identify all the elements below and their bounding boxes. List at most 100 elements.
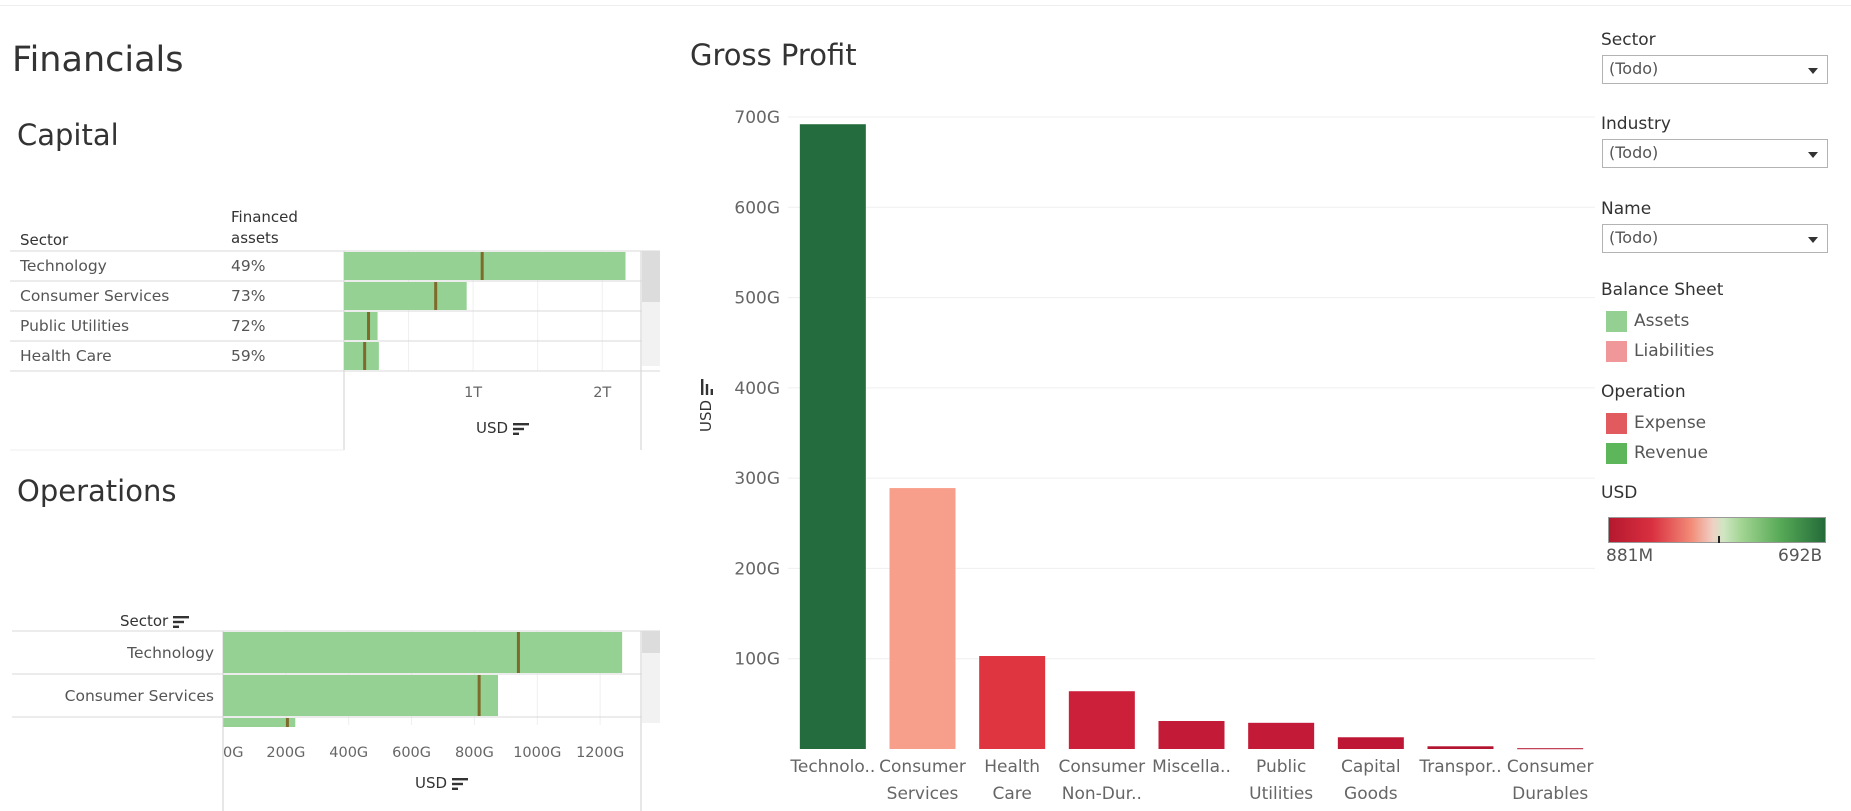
x-category-label[interactable]: Capital [1341, 757, 1401, 777]
operations-axis-title[interactable]: USD [415, 774, 468, 792]
x-category-label[interactable]: Utilities [1249, 784, 1313, 804]
sort-icon[interactable] [451, 777, 468, 790]
x-category-label[interactable]: Health [984, 757, 1040, 777]
assets-legend-label[interactable]: Assets [1634, 311, 1690, 331]
color-scale-marker [1718, 536, 1720, 543]
operations-row-sector[interactable]: Consumer Services [65, 687, 214, 705]
x-category-label[interactable]: Public [1256, 757, 1306, 777]
sort-icon[interactable] [512, 422, 529, 435]
operations-title: Operations [17, 474, 177, 508]
name-filter-dropdown[interactable]: (Todo) [1602, 224, 1828, 253]
filter-label-name: Name [1601, 199, 1652, 219]
capital-bar-chart: Technology 49% Consumer Services 73% Public … [10, 250, 660, 451]
capital-row-sector[interactable]: Public Utilities [20, 317, 129, 335]
dropdown-value: (Todo) [1609, 143, 1659, 162]
y-tick-label: 500G [734, 289, 780, 309]
expense-legend-label[interactable]: Expense [1634, 413, 1707, 433]
liabilities-legend-label[interactable]: Liabilities [1634, 341, 1715, 361]
capital-reference-line[interactable] [363, 342, 367, 370]
x-category-label[interactable]: Non-Dur.. [1062, 784, 1142, 804]
gross-profit-bar[interactable] [979, 656, 1046, 749]
capital-assets-bar[interactable] [344, 252, 626, 280]
balance-sheet-legend-title: Balance Sheet [1601, 280, 1724, 300]
capital-assets-bar[interactable] [344, 342, 379, 370]
capital-col-sector[interactable]: Sector [20, 231, 69, 249]
y-tick-label: 300G [734, 469, 780, 489]
gross-profit-bar[interactable] [1248, 722, 1315, 749]
x-category-label[interactable]: Durables [1512, 784, 1588, 804]
y-tick-label: 600G [734, 198, 780, 218]
chevron-down-icon [1808, 68, 1818, 74]
capital-scrollbar[interactable] [642, 251, 660, 366]
operations-scrollbar-thumb[interactable] [642, 631, 660, 653]
chevron-down-icon [1808, 237, 1818, 243]
capital-title: Capital [17, 118, 119, 152]
capital-row-sector[interactable]: Consumer Services [20, 287, 169, 305]
operations-reference-line[interactable] [285, 718, 289, 727]
gross-profit-bar[interactable] [1517, 748, 1584, 750]
operations-tick-label: 0G [223, 745, 243, 761]
capital-row-financed[interactable]: 72% [231, 317, 265, 335]
capital-reference-line[interactable] [480, 252, 484, 280]
capital-assets-bar[interactable] [344, 312, 378, 340]
dashboard-title: Financials [12, 40, 184, 80]
sort-icon[interactable] [700, 379, 713, 396]
y-tick-label: 200G [734, 559, 780, 579]
gross-profit-title: Gross Profit [690, 38, 857, 72]
x-category-label[interactable]: Consumer [1058, 757, 1145, 777]
assets-legend-swatch[interactable] [1606, 311, 1627, 332]
gross-profit-bar[interactable] [1427, 746, 1494, 749]
capital-reference-line[interactable] [434, 282, 438, 310]
x-category-label[interactable]: Technolo.. [789, 757, 875, 777]
x-category-label[interactable]: Services [887, 784, 959, 804]
gross-profit-bar[interactable] [1337, 737, 1404, 749]
revenue-legend-label[interactable]: Revenue [1634, 443, 1709, 463]
gross-profit-bar[interactable] [1158, 721, 1225, 749]
capital-tick-label: 2T [593, 385, 611, 401]
y-tick-label: 100G [734, 650, 780, 670]
x-category-label[interactable]: Miscella.. [1152, 757, 1231, 777]
operations-tick-label: 400G [329, 745, 368, 761]
capital-row-financed[interactable]: 49% [231, 257, 265, 275]
x-category-label[interactable]: Goods [1344, 784, 1398, 804]
liabilities-legend-swatch[interactable] [1606, 341, 1627, 362]
capital-row-financed[interactable]: 59% [231, 347, 265, 365]
operations-tick-label: 1200G [576, 745, 624, 761]
gross-profit-y-axis-label: USD [697, 399, 715, 432]
capital-axis-title[interactable]: USD [476, 419, 529, 437]
operations-value-bar[interactable] [223, 632, 623, 673]
capital-assets-bar[interactable] [344, 282, 467, 310]
industry-filter-dropdown[interactable]: (Todo) [1602, 139, 1828, 168]
sector-filter-dropdown[interactable]: (Todo) [1602, 55, 1828, 84]
dropdown-value: (Todo) [1609, 59, 1659, 78]
capital-col-financed-1[interactable]: Financed [231, 208, 298, 226]
gross-profit-bar[interactable] [889, 488, 956, 749]
usd-color-scale[interactable] [1608, 517, 1826, 543]
x-category-label[interactable]: Consumer [1507, 757, 1594, 777]
operations-row-sector[interactable]: Technology [126, 644, 214, 662]
sort-icon[interactable] [173, 615, 190, 628]
top-border [0, 5, 1851, 6]
operations-col-sector[interactable]: Sector [120, 611, 190, 632]
capital-reference-line[interactable] [367, 312, 371, 340]
gross-profit-y-axis-title[interactable]: USD [697, 379, 715, 432]
operations-value-bar[interactable] [223, 718, 296, 727]
capital-scrollbar-thumb[interactable] [642, 251, 660, 302]
capital-col-financed-2[interactable]: assets [231, 229, 279, 247]
operations-value-bar[interactable] [223, 675, 498, 716]
operations-scrollbar[interactable] [642, 631, 660, 723]
capital-row-financed[interactable]: 73% [231, 287, 265, 305]
capital-row-sector[interactable]: Health Care [20, 347, 112, 365]
expense-legend-swatch[interactable] [1606, 413, 1627, 434]
gross-profit-bar[interactable] [1068, 691, 1135, 749]
capital-row-sector[interactable]: Technology [19, 257, 107, 275]
operations-reference-line[interactable] [516, 632, 520, 673]
gross-profit-bar[interactable] [799, 124, 866, 750]
revenue-legend-swatch[interactable] [1606, 443, 1627, 464]
operation-legend-title: Operation [1601, 382, 1686, 402]
x-category-label[interactable]: Transpor.. [1418, 757, 1501, 777]
x-category-label[interactable]: Consumer [879, 757, 966, 777]
operations-reference-line[interactable] [477, 675, 481, 716]
chevron-down-icon [1808, 152, 1818, 158]
x-category-label[interactable]: Care [992, 784, 1031, 804]
